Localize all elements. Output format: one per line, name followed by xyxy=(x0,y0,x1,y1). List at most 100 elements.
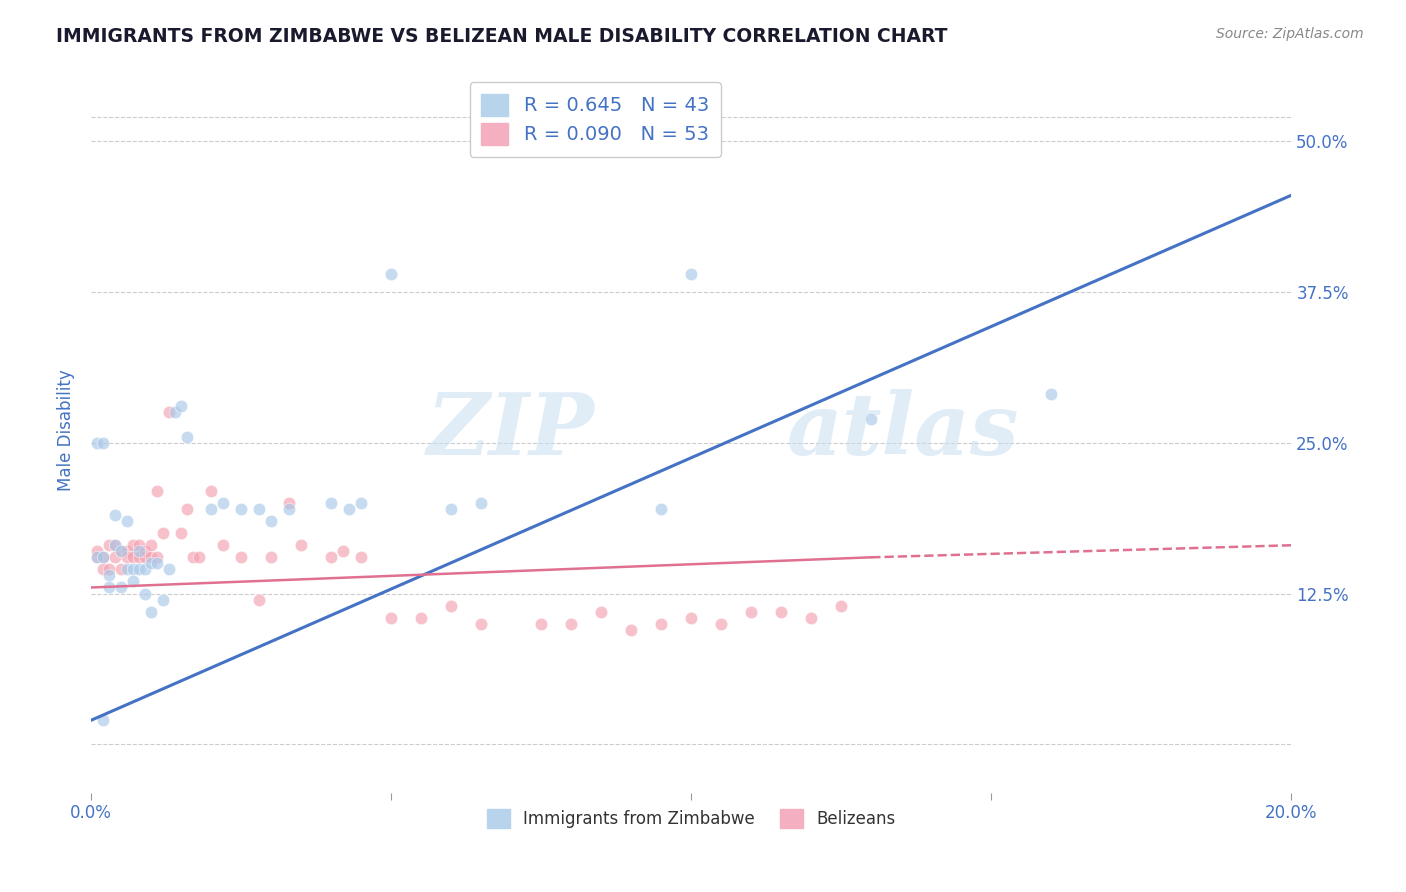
Point xyxy=(110,544,132,558)
Point xyxy=(321,550,343,565)
Point xyxy=(86,544,108,558)
Point xyxy=(650,616,672,631)
Point xyxy=(740,605,762,619)
Point xyxy=(321,496,343,510)
Point xyxy=(200,483,222,498)
Point xyxy=(115,550,138,565)
Point xyxy=(591,605,613,619)
Point xyxy=(157,562,180,576)
Point xyxy=(1040,387,1063,401)
Point xyxy=(212,538,235,552)
Point xyxy=(91,550,114,565)
Point xyxy=(231,550,253,565)
Text: ZIP: ZIP xyxy=(427,389,595,473)
Point xyxy=(560,616,582,631)
Y-axis label: Male Disability: Male Disability xyxy=(58,369,75,491)
Point xyxy=(98,568,121,582)
Point xyxy=(440,502,463,516)
Point xyxy=(104,550,127,565)
Point xyxy=(157,405,180,419)
Point xyxy=(176,429,198,443)
Point xyxy=(247,592,270,607)
Point xyxy=(530,616,553,631)
Point xyxy=(104,508,127,522)
Point xyxy=(165,405,187,419)
Point xyxy=(91,713,114,727)
Point xyxy=(134,586,156,600)
Point xyxy=(134,562,156,576)
Point xyxy=(141,605,163,619)
Point xyxy=(620,623,643,637)
Point xyxy=(98,581,121,595)
Point xyxy=(181,550,204,565)
Point xyxy=(332,544,354,558)
Point xyxy=(337,502,360,516)
Point xyxy=(141,550,163,565)
Point xyxy=(212,496,235,510)
Point xyxy=(122,562,145,576)
Point xyxy=(122,574,145,589)
Point xyxy=(146,557,169,571)
Point xyxy=(830,599,852,613)
Point xyxy=(278,496,301,510)
Point xyxy=(247,502,270,516)
Point xyxy=(115,514,138,528)
Point xyxy=(115,562,138,576)
Point xyxy=(152,592,174,607)
Point xyxy=(231,502,253,516)
Point xyxy=(411,610,433,624)
Point xyxy=(98,538,121,552)
Point xyxy=(860,411,883,425)
Point xyxy=(260,550,283,565)
Point xyxy=(134,544,156,558)
Point xyxy=(91,435,114,450)
Point xyxy=(152,526,174,541)
Point xyxy=(278,502,301,516)
Point xyxy=(146,483,169,498)
Point xyxy=(128,550,150,565)
Point xyxy=(710,616,733,631)
Point xyxy=(110,581,132,595)
Point xyxy=(86,435,108,450)
Point xyxy=(260,514,283,528)
Point xyxy=(128,538,150,552)
Point xyxy=(141,538,163,552)
Point xyxy=(122,538,145,552)
Point xyxy=(350,550,373,565)
Point xyxy=(86,550,108,565)
Point xyxy=(128,562,150,576)
Point xyxy=(134,550,156,565)
Point xyxy=(176,502,198,516)
Point xyxy=(290,538,312,552)
Point xyxy=(188,550,211,565)
Point xyxy=(110,544,132,558)
Point xyxy=(91,550,114,565)
Point xyxy=(470,616,492,631)
Point xyxy=(86,550,108,565)
Point xyxy=(470,496,492,510)
Point xyxy=(681,267,703,281)
Text: atlas: atlas xyxy=(787,389,1019,473)
Point xyxy=(122,550,145,565)
Point xyxy=(440,599,463,613)
Point xyxy=(141,557,163,571)
Point xyxy=(128,544,150,558)
Point xyxy=(681,610,703,624)
Point xyxy=(110,562,132,576)
Point xyxy=(650,502,672,516)
Point xyxy=(170,400,193,414)
Point xyxy=(380,267,402,281)
Point xyxy=(350,496,373,510)
Point xyxy=(380,610,402,624)
Point xyxy=(104,538,127,552)
Point xyxy=(146,550,169,565)
Text: Source: ZipAtlas.com: Source: ZipAtlas.com xyxy=(1216,27,1364,41)
Legend: Immigrants from Zimbabwe, Belizeans: Immigrants from Zimbabwe, Belizeans xyxy=(479,803,903,835)
Point xyxy=(170,526,193,541)
Point xyxy=(800,610,823,624)
Point xyxy=(98,562,121,576)
Point xyxy=(770,605,793,619)
Point xyxy=(115,544,138,558)
Point xyxy=(91,562,114,576)
Point xyxy=(104,538,127,552)
